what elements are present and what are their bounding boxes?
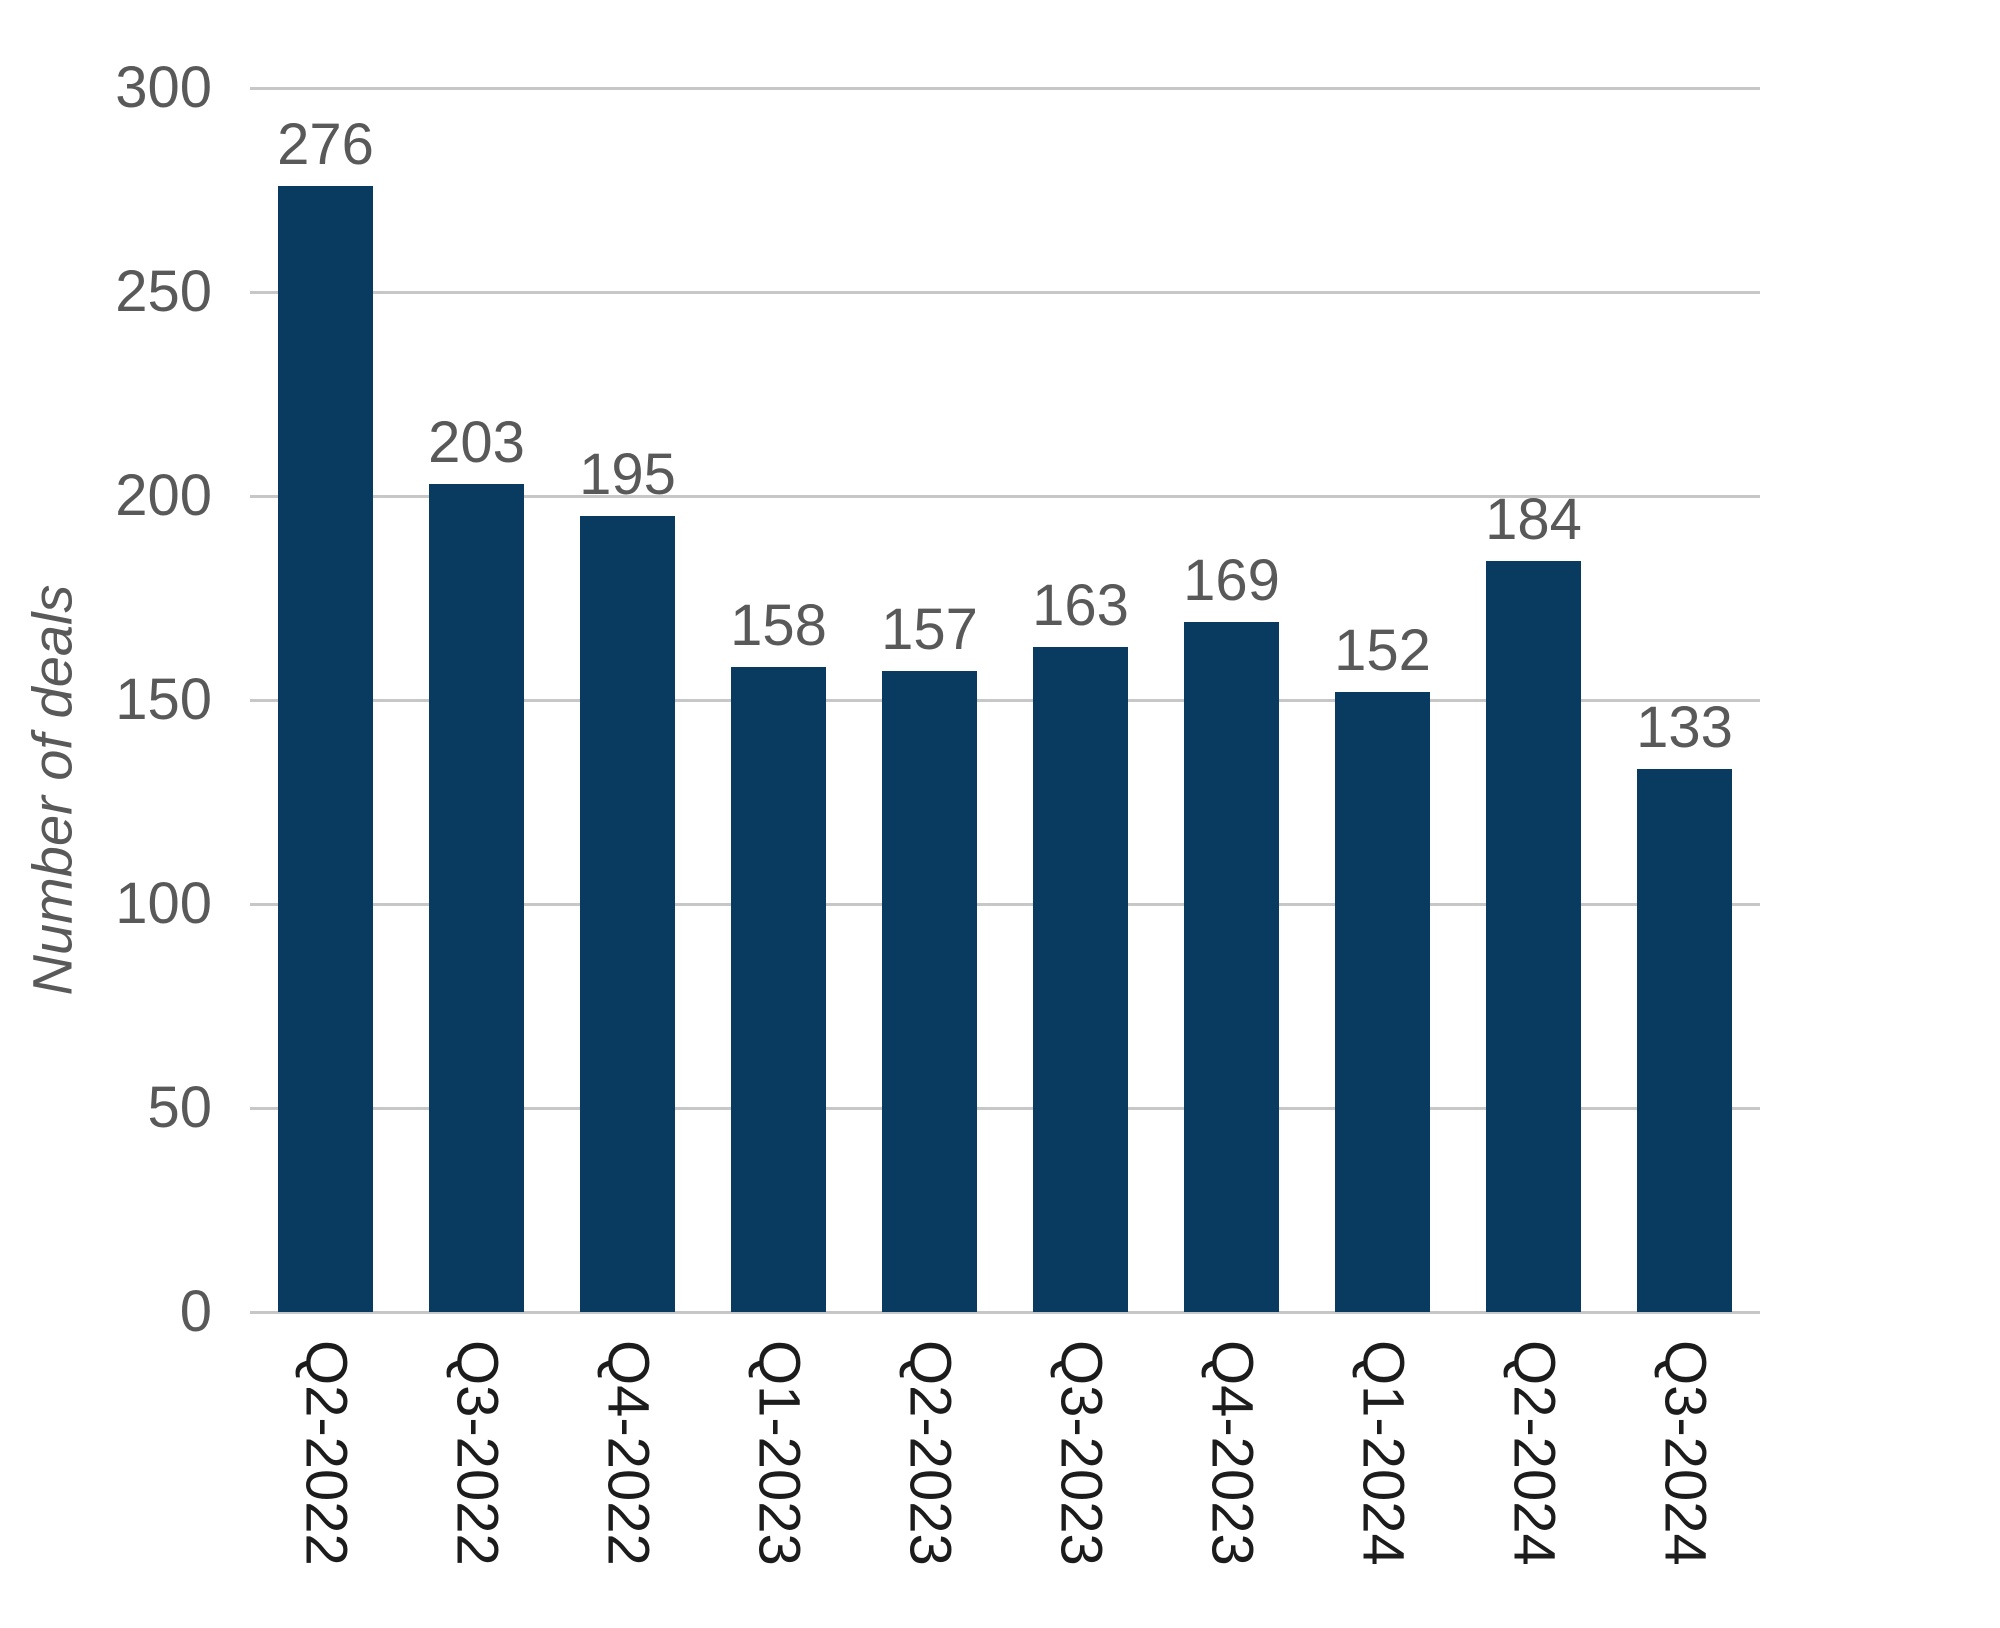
x-tick-label: Q3-2022 bbox=[444, 1340, 510, 1566]
gridline bbox=[250, 495, 1760, 498]
y-tick-label: 150 bbox=[115, 667, 212, 732]
bar-value-label: 195 bbox=[579, 442, 676, 508]
y-tick-label: 0 bbox=[179, 1279, 212, 1344]
bar-value-label: 163 bbox=[1032, 572, 1129, 638]
bar-Q1-2024 bbox=[1335, 691, 1430, 1312]
gridline bbox=[250, 1107, 1760, 1110]
bar-value-label: 152 bbox=[1334, 617, 1431, 683]
gridline bbox=[250, 903, 1760, 906]
bar-Q2-2022 bbox=[278, 185, 373, 1312]
bar-Q2-2023 bbox=[882, 671, 977, 1312]
y-tick-label: 250 bbox=[115, 259, 212, 324]
gridline bbox=[250, 291, 1760, 294]
y-tick-label: 100 bbox=[115, 871, 212, 936]
x-tick-label: Q2-2024 bbox=[1501, 1340, 1567, 1566]
y-tick-label: 200 bbox=[115, 463, 212, 528]
x-tick-label: Q3-2024 bbox=[1652, 1340, 1718, 1566]
bar-value-label: 184 bbox=[1485, 487, 1582, 553]
bar-Q4-2023 bbox=[1184, 622, 1279, 1312]
bar-value-label: 133 bbox=[1636, 695, 1733, 761]
bar-Q4-2022 bbox=[580, 516, 675, 1312]
bar-Q3-2023 bbox=[1033, 646, 1128, 1312]
x-tick-label: Q4-2022 bbox=[595, 1340, 661, 1566]
bar-value-label: 169 bbox=[1183, 548, 1280, 614]
x-tick-label: Q2-2023 bbox=[897, 1340, 963, 1566]
y-tick-label: 50 bbox=[147, 1075, 212, 1140]
x-tick-label: Q1-2023 bbox=[746, 1340, 812, 1566]
y-tick-label: 300 bbox=[115, 55, 212, 120]
x-tick-label: Q2-2022 bbox=[293, 1340, 359, 1566]
bar-Q3-2022 bbox=[429, 483, 524, 1312]
x-tick-label: Q4-2023 bbox=[1199, 1340, 1265, 1566]
bar-Q2-2024 bbox=[1486, 561, 1581, 1312]
bar-value-label: 276 bbox=[277, 111, 374, 177]
x-tick-label: Q1-2024 bbox=[1350, 1340, 1416, 1566]
bar-value-label: 203 bbox=[428, 409, 525, 475]
bar-value-label: 157 bbox=[881, 597, 978, 663]
gridline bbox=[250, 87, 1760, 90]
x-tick-label: Q3-2023 bbox=[1048, 1340, 1114, 1566]
x-axis-line bbox=[250, 1311, 1760, 1314]
gridline bbox=[250, 699, 1760, 702]
bar-Q1-2023 bbox=[731, 667, 826, 1312]
bar-value-label: 158 bbox=[730, 593, 827, 659]
bar-Q3-2024 bbox=[1637, 769, 1732, 1312]
